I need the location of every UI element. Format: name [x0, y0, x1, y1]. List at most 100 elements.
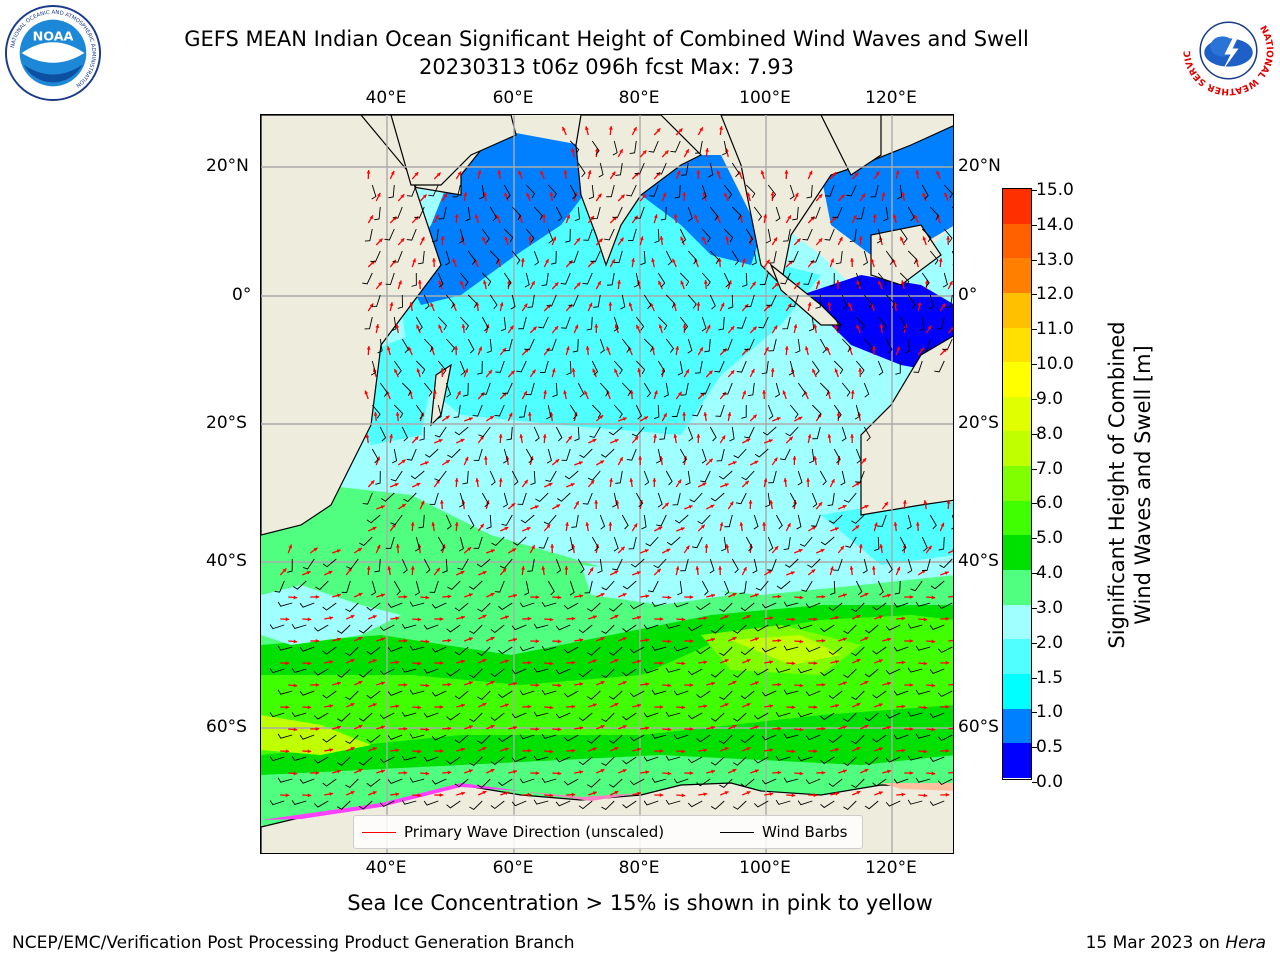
- wave-arrow-head: [329, 704, 334, 708]
- wave-arrow-head: [535, 683, 540, 688]
- wind-barb: [446, 712, 461, 721]
- wave-arrow-head: [651, 258, 655, 263]
- wave-arrow-head: [773, 325, 778, 330]
- wave-arrow-head: [526, 192, 530, 197]
- wind-barb: [345, 602, 359, 613]
- wave-arrow-head: [724, 192, 728, 197]
- wind-barb: [591, 536, 599, 552]
- india-land: [575, 115, 703, 267]
- wave-arrow-head: [652, 478, 657, 482]
- wave-arrow-head: [622, 593, 627, 597]
- wave-arrow-head: [350, 747, 355, 751]
- wave-arrow-head: [774, 282, 779, 287]
- wave-arrow-head: [950, 327, 953, 330]
- wave-arrow-head: [523, 303, 528, 308]
- wind-barb: [358, 624, 373, 634]
- wind-barb: [649, 184, 659, 197]
- wind-barb: [643, 470, 650, 486]
- wind-barb: [665, 470, 673, 486]
- wind-barb: [467, 338, 475, 354]
- wind-barb: [401, 426, 409, 442]
- wave-arrow-head: [293, 639, 298, 644]
- wave-arrow-head: [592, 368, 596, 373]
- wave-arrow-head: [953, 726, 954, 730]
- wind-barb: [626, 448, 637, 461]
- wave-arrow-head: [557, 727, 562, 732]
- wave-arrow-head: [513, 725, 518, 730]
- wave-arrow-head: [520, 258, 525, 262]
- wave-arrow-head: [480, 523, 484, 528]
- wave-arrow-head: [856, 482, 861, 486]
- wind-barb: [454, 602, 469, 612]
- wave-arrow-head: [642, 150, 647, 155]
- wind-barb: [561, 316, 571, 329]
- wave-arrow-head: [531, 545, 535, 550]
- wind-barb: [761, 360, 769, 375]
- wave-arrow-head: [523, 391, 527, 396]
- wave-arrow-head: [430, 302, 434, 307]
- wind-barb: [555, 624, 571, 631]
- wind-barb: [672, 492, 681, 506]
- wind-barb: [481, 228, 490, 243]
- wave-arrow-head: [816, 280, 820, 285]
- svg-text:NOAA: NOAA: [33, 29, 74, 44]
- wave-arrow-head: [813, 456, 818, 460]
- wave-arrow-head: [769, 748, 774, 752]
- wave-arrow-head: [417, 749, 422, 754]
- wind-barb: [506, 426, 513, 441]
- wave-arrow-head: [461, 791, 465, 796]
- wave-arrow-head: [821, 770, 826, 775]
- wave-arrow-head: [878, 747, 883, 751]
- wind-barb: [846, 184, 857, 197]
- colorbar-tick-label: 1.5: [1031, 667, 1064, 688]
- wave-arrow-head: [858, 236, 863, 240]
- wave-arrow-head: [732, 592, 737, 597]
- wave-arrow-head: [645, 770, 650, 775]
- wind-barb: [719, 602, 733, 613]
- wind-barb: [766, 294, 777, 307]
- wave-arrow-head: [887, 593, 891, 598]
- lat-label-left: 20°N: [206, 156, 249, 176]
- wind-barb: [601, 624, 615, 635]
- wind-barb: [516, 360, 527, 373]
- wave-arrow-head: [417, 661, 422, 666]
- wind-barb: [587, 602, 601, 612]
- wave-arrow-head: [498, 434, 503, 438]
- wind-barb: [921, 184, 929, 200]
- wind-barb: [893, 646, 909, 652]
- wind-barb: [785, 426, 799, 437]
- wind-barb: [337, 668, 351, 678]
- wind-barb: [434, 426, 447, 438]
- wind-barb: [735, 492, 747, 505]
- wave-arrow-head: [807, 302, 812, 307]
- wind-barb: [519, 646, 535, 652]
- wave-arrow-head: [685, 545, 690, 550]
- wind-barb: [710, 668, 725, 678]
- lon-label-top: 40°E: [365, 88, 407, 108]
- wind-barb: [486, 514, 492, 530]
- wave-arrow: [948, 683, 953, 686]
- wind-barb: [789, 492, 797, 508]
- colorbar-tick-label: 2.0: [1031, 632, 1064, 653]
- wave-arrow-head: [628, 302, 633, 307]
- wave-arrow-head: [477, 170, 482, 175]
- wave-arrow-head: [506, 280, 511, 284]
- wind-barb: [362, 272, 373, 285]
- wave-arrow-head: [395, 792, 400, 797]
- wind-barb: [775, 711, 791, 717]
- wind-barb: [445, 514, 452, 530]
- wave-arrow-head: [431, 522, 436, 526]
- wave-arrow-head: [416, 324, 420, 329]
- wind-barb: [314, 624, 329, 632]
- wind-barb: [877, 514, 887, 527]
- wind-barb: [401, 338, 409, 354]
- wave-arrow-head: [482, 571, 487, 575]
- wind-barb: [701, 316, 707, 332]
- wind-barb: [651, 601, 667, 607]
- wave-arrow-head: [724, 615, 729, 619]
- wave-arrow-head: [414, 436, 419, 441]
- wind-barb: [555, 756, 571, 763]
- wave-arrow-head: [534, 505, 539, 509]
- wave-arrow-head: [401, 504, 406, 508]
- wind-barb: [796, 514, 802, 530]
